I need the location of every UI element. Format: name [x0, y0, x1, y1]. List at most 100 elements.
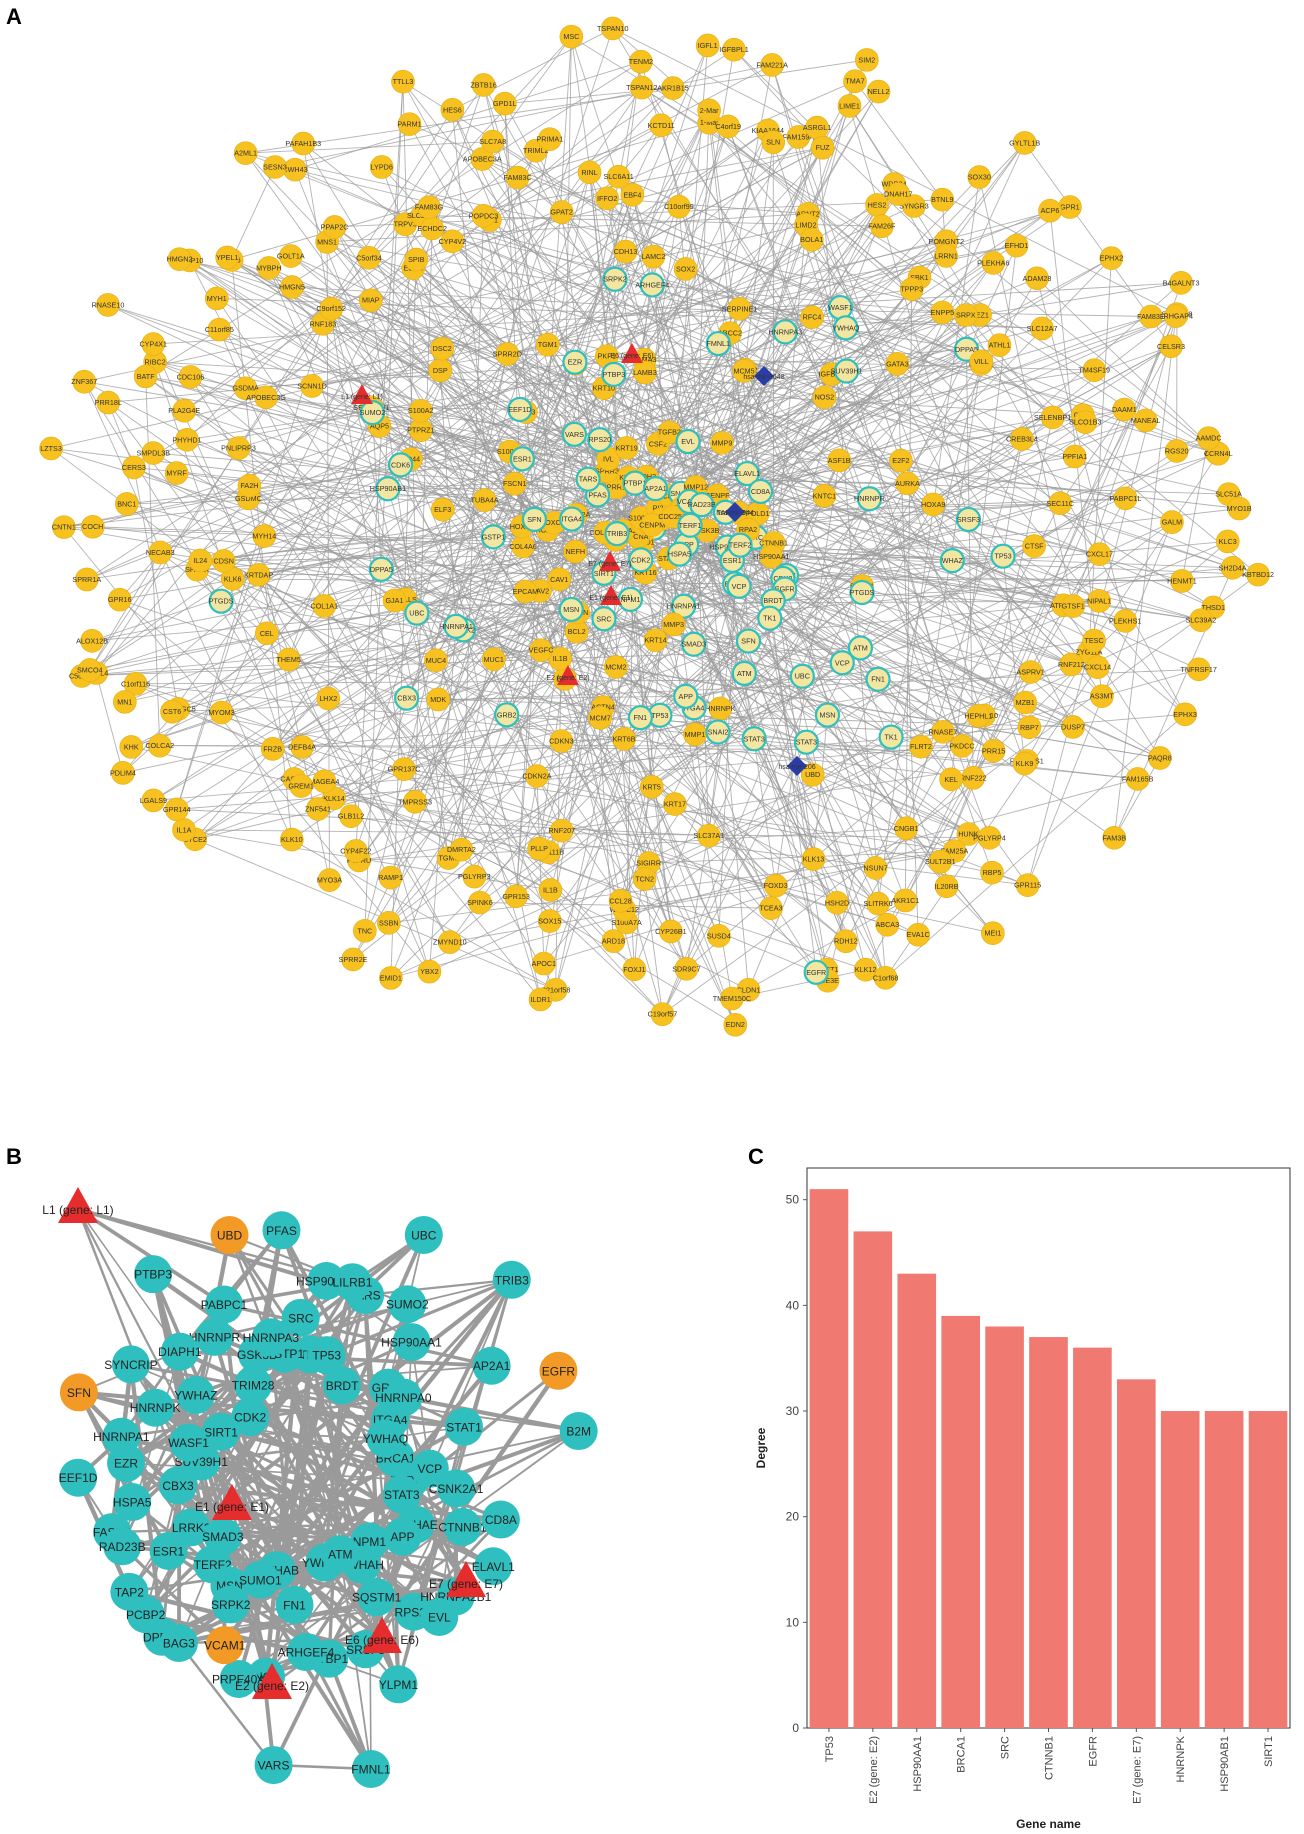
- gene-node-pabpc1l: PABPC1L: [1110, 486, 1141, 511]
- network-edge: [978, 176, 1074, 607]
- hub-node-srpk2: SRPK2: [211, 1585, 251, 1624]
- svg-text:RAD23B: RAD23B: [99, 1540, 146, 1554]
- svg-text:EGFR: EGFR: [775, 584, 795, 593]
- svg-text:SNAI2: SNAI2: [708, 728, 729, 737]
- network-edge: [653, 528, 733, 999]
- svg-text:MZB1: MZB1: [1016, 698, 1035, 707]
- network-edge: [258, 572, 604, 576]
- svg-text:UBC: UBC: [411, 1228, 437, 1242]
- svg-text:SLN: SLN: [766, 138, 780, 147]
- svg-text:PTPRZ1: PTPRZ1: [407, 426, 435, 435]
- svg-text:HSP90AB1: HSP90AB1: [370, 484, 406, 493]
- svg-text:EVA1C: EVA1C: [907, 930, 930, 939]
- svg-text:NEFH: NEFH: [566, 547, 586, 556]
- gene-node-slco1b3: SLCO1B3: [1069, 410, 1101, 434]
- gene-node-hoxa9: HOXA9: [921, 492, 945, 517]
- gene-node-tars: TARS: [575, 466, 601, 492]
- svg-text:HNRNPA3: HNRNPA3: [768, 327, 802, 336]
- gene-node-ypel1: YPEL1: [215, 245, 239, 270]
- gene-node-lhx2: LHX2: [316, 686, 341, 711]
- network-edge: [176, 323, 324, 810]
- gene-node-fam83g: FAM83G: [415, 195, 444, 219]
- network-edge: [390, 259, 417, 978]
- gene-node-elavl1: ELAVL1: [734, 460, 760, 487]
- gene-node-popdc3: POPDC3: [469, 204, 498, 228]
- svg-text:SPRR2D: SPRR2D: [493, 350, 522, 359]
- hpv-node-e2-gene-e2: E2 (gene: E2): [546, 665, 590, 685]
- gene-node-lzts3: LZTS3: [39, 436, 63, 461]
- y-tick-label-10: 10: [786, 1615, 800, 1629]
- gene-node-cers3: CERS3: [122, 455, 146, 480]
- svg-text:GPR153: GPR153: [502, 892, 530, 901]
- bar-sirt1: [1248, 1411, 1288, 1728]
- svg-text:LYPD6: LYPD6: [371, 162, 393, 171]
- x-tick-label-egfr: EGFR: [1087, 1736, 1099, 1767]
- gene-node-daam1: DAAM1: [1112, 397, 1137, 422]
- network-edge: [379, 425, 748, 475]
- svg-text:MCM7: MCM7: [590, 713, 611, 722]
- svg-text:TGM1: TGM1: [538, 340, 558, 349]
- gene-node-cdk2: CDK2: [628, 547, 654, 573]
- bar-e7-gene-e7: [1116, 1379, 1156, 1728]
- svg-text:FAM83C: FAM83C: [504, 173, 532, 182]
- svg-text:C4orf19: C4orf19: [715, 122, 741, 131]
- network-edge: [547, 344, 1161, 759]
- svg-text:GSK3B: GSK3B: [695, 526, 719, 535]
- gene-node-ubc: UBC: [404, 600, 430, 626]
- svg-text:NECAB3: NECAB3: [146, 548, 175, 557]
- network-edge: [51, 448, 485, 501]
- gene-node-them5: THEM5: [276, 647, 301, 672]
- svg-text:EBF4: EBF4: [623, 190, 641, 199]
- svg-text:PABPC1: PABPC1: [201, 1298, 248, 1312]
- gene-node-slc39a2: SLC39A2: [1185, 608, 1216, 633]
- network-edge: [603, 268, 687, 619]
- svg-text:GTSF1: GTSF1: [1062, 602, 1085, 611]
- network-edge: [179, 258, 606, 533]
- gene-node-lgals9: LGALS9: [140, 788, 167, 813]
- svg-text:BOLA1: BOLA1: [800, 235, 823, 244]
- svg-text:LRRN1: LRRN1: [934, 251, 958, 260]
- gene-node-golt1a: GOLT1A: [277, 244, 305, 268]
- svg-text:CREB3L4: CREB3L4: [1006, 434, 1038, 443]
- network-edge: [178, 708, 993, 874]
- gene-node-spink6: SPINK6: [467, 890, 493, 915]
- gene-node-mcm2: MCM2: [604, 655, 628, 679]
- svg-text:ATM: ATM: [328, 1548, 352, 1562]
- svg-text:RFC4: RFC4: [803, 313, 822, 322]
- svg-text:KHK: KHK: [124, 742, 139, 751]
- network-edge: [437, 110, 710, 700]
- svg-text:C11orf85: C11orf85: [205, 325, 234, 334]
- network-edge: [623, 738, 838, 904]
- gene-node-sox30: SOX30: [967, 165, 992, 189]
- network-edge: [355, 81, 404, 851]
- gene-node-rnf207: RNF207: [548, 818, 575, 843]
- svg-text:PGLYRP4: PGLYRP4: [973, 833, 1006, 842]
- svg-text:CDKN2A: CDKN2A: [522, 772, 551, 781]
- svg-text:FEZ1: FEZ1: [971, 310, 989, 319]
- network-edge: [725, 314, 967, 513]
- gene-node-hsp90ab1: HSP90AB1: [370, 476, 406, 502]
- svg-text:GPR144: GPR144: [163, 805, 191, 814]
- network-edge: [189, 260, 421, 412]
- gene-node-src: SRC: [591, 606, 617, 632]
- gene-node-fam83e: FAM83E: [1137, 304, 1165, 329]
- svg-text:SPRR2E: SPRR2E: [339, 955, 368, 964]
- svg-text:SLC7A8: SLC7A8: [479, 137, 506, 146]
- gene-node-ezr: EZR: [562, 349, 588, 375]
- panel-b-network: TERF1TERF2TK1YWHAHSUV39H1ITGA4YWHABTRIM2…: [42, 1187, 598, 1788]
- gene-node-frzb: FRZB: [260, 737, 285, 761]
- gene-node-magea4: MAGEA4: [309, 769, 339, 794]
- svg-text:C1orf116: C1orf116: [121, 679, 150, 688]
- svg-text:TESC: TESC: [1084, 636, 1103, 645]
- network-edge: [133, 211, 562, 468]
- svg-text:KLK10: KLK10: [281, 835, 303, 844]
- gene-node-celsr3: CELSR3: [1157, 334, 1185, 359]
- hub-node-vcam1: VCAM1: [204, 1626, 246, 1665]
- svg-text:GSDMC: GSDMC: [235, 494, 262, 503]
- network-edge: [291, 286, 1043, 329]
- svg-text:DUSP7: DUSP7: [1061, 722, 1085, 731]
- svg-text:KRT19: KRT19: [615, 443, 637, 452]
- svg-text:CSF2: CSF2: [649, 439, 667, 448]
- svg-text:E2 (gene: E2): E2 (gene: E2): [235, 1679, 309, 1693]
- svg-text:GPAT2: GPAT2: [550, 208, 573, 217]
